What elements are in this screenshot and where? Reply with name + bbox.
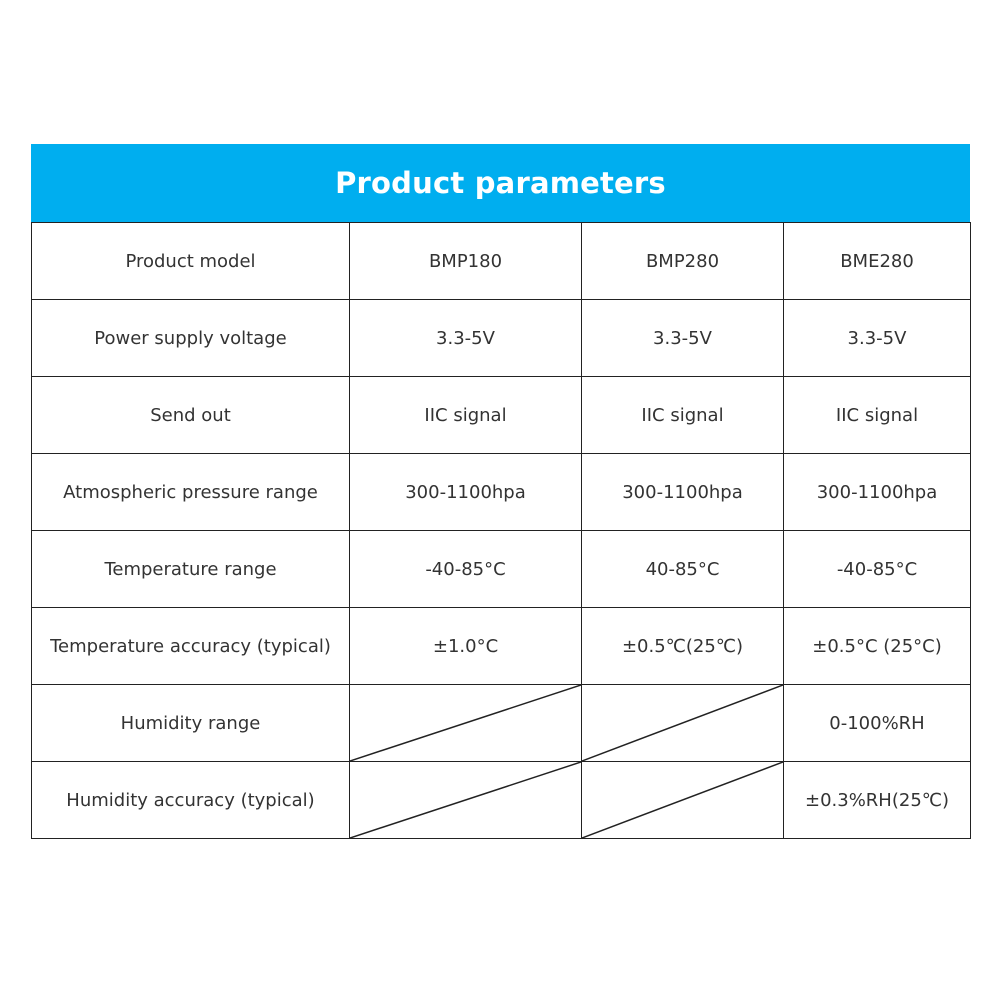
value-cell: IIC signal — [349, 376, 582, 454]
value-cell: -40-85°C — [349, 530, 582, 608]
table-row: Humidity accuracy (typical) ±0.3%RH(25℃) — [31, 761, 971, 839]
value-cell: 300-1100hpa — [581, 453, 784, 531]
row-label: Product model — [31, 222, 350, 300]
table-row: Atmospheric pressure range 300-1100hpa 300… — [31, 453, 971, 531]
value-cell: BMP280 — [581, 222, 784, 300]
diagonal-line — [350, 762, 581, 838]
row-label: Humidity accuracy (typical) — [31, 761, 350, 839]
value-cell: 40-85°C — [581, 530, 784, 608]
value-cell: ±0.5°C (25°C) — [783, 607, 971, 685]
diagonal-line — [350, 685, 581, 761]
empty-cell-diagonal — [581, 684, 784, 762]
table-row: Temperature range -40-85°C 40-85°C -40-85°C — [31, 530, 971, 608]
parameters-table: Product model BMP180 BMP280 BME280 Power sup… — [31, 222, 971, 839]
value-cell: BMP180 — [349, 222, 582, 300]
empty-cell-diagonal — [349, 684, 582, 762]
diagonal-line — [582, 685, 783, 761]
value-cell: IIC signal — [783, 376, 971, 454]
table-row: Product model BMP180 BMP280 BME280 — [31, 222, 971, 300]
row-label: Power supply voltage — [31, 299, 350, 377]
diagonal-line — [582, 762, 783, 838]
value-cell: 300-1100hpa — [349, 453, 582, 531]
empty-cell-diagonal — [581, 761, 784, 839]
row-label: Humidity range — [31, 684, 350, 762]
value-cell: 3.3-5V — [783, 299, 971, 377]
table-row: Send out IIC signal IIC signal IIC signal — [31, 376, 971, 454]
value-cell: 300-1100hpa — [783, 453, 971, 531]
value-cell: ±1.0°C — [349, 607, 582, 685]
value-cell: IIC signal — [581, 376, 784, 454]
row-label: Temperature accuracy (typical) — [31, 607, 350, 685]
value-cell: BME280 — [783, 222, 971, 300]
table-title: Product parameters — [31, 144, 970, 222]
value-cell: 3.3-5V — [349, 299, 582, 377]
value-cell: ±0.3%RH(25℃) — [783, 761, 971, 839]
value-cell: 3.3-5V — [581, 299, 784, 377]
value-cell: -40-85°C — [783, 530, 971, 608]
row-label: Send out — [31, 376, 350, 454]
table-row: Power supply voltage 3.3-5V 3.3-5V 3.3-5V — [31, 299, 971, 377]
value-cell: ±0.5℃(25℃) — [581, 607, 784, 685]
value-cell: 0-100%RH — [783, 684, 971, 762]
row-label: Atmospheric pressure range — [31, 453, 350, 531]
table-row: Humidity range 0-100%RH — [31, 684, 971, 762]
table-row: Temperature accuracy (typical) ±1.0°C ±0.5… — [31, 607, 971, 685]
row-label: Temperature range — [31, 530, 350, 608]
empty-cell-diagonal — [349, 761, 582, 839]
